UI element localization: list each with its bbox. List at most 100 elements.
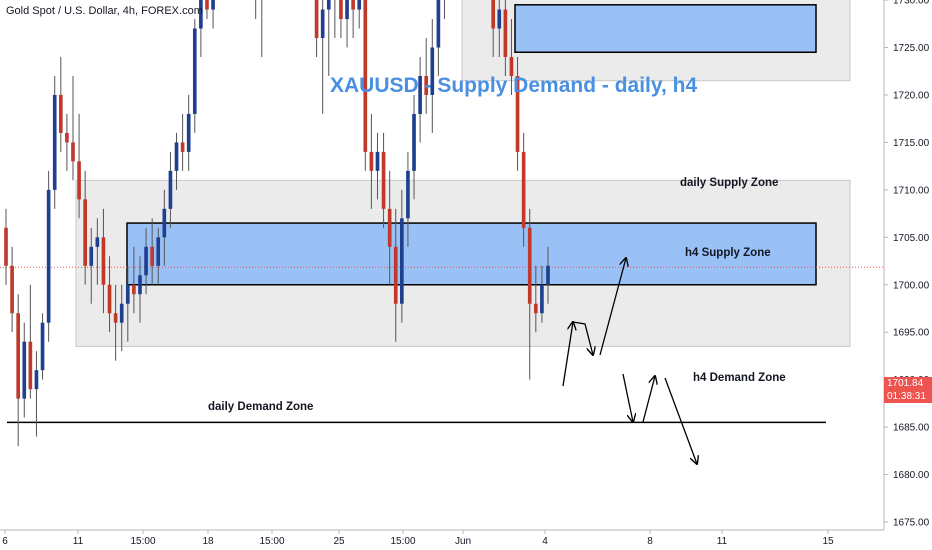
- candle-body: [381, 151, 386, 209]
- time-tick-label: 15:00: [130, 536, 155, 547]
- candle: [40, 313, 45, 380]
- candle-body: [16, 313, 21, 399]
- candle-body: [22, 341, 27, 399]
- pullback-arrow: [572, 321, 593, 355]
- time-tick-label: 6: [2, 536, 8, 547]
- candle: [199, 0, 203, 57]
- candle-body: [406, 170, 410, 219]
- arrows-layer: [562, 258, 697, 464]
- candle-body: [533, 303, 538, 314]
- price-tick-label: 1730.00: [893, 0, 930, 7]
- candle: [533, 265, 538, 333]
- candle-body: [424, 75, 429, 95]
- candle-body: [28, 341, 33, 390]
- candle: [521, 132, 526, 247]
- candle-body: [339, 0, 343, 20]
- daily-demand-zone-label: daily Demand Zone: [208, 401, 314, 413]
- price-tick-label: 1705.00: [893, 233, 930, 244]
- time-tick-label: 11: [73, 536, 84, 547]
- candle: [89, 227, 94, 304]
- candle-body: [509, 56, 514, 76]
- candle-body: [83, 199, 87, 266]
- candle-body: [150, 246, 154, 266]
- candle: [211, 0, 215, 29]
- bullish-arrow-1: [562, 322, 573, 387]
- bearish-arrow-2: [664, 377, 697, 464]
- price-tick-label: 1680.00: [893, 470, 930, 481]
- candle-body: [101, 237, 106, 285]
- candle-body: [138, 275, 142, 295]
- candle-body: [393, 246, 398, 304]
- candle: [430, 19, 435, 133]
- candle: [418, 56, 422, 143]
- candle: [261, 0, 263, 57]
- candle-body: [132, 284, 136, 295]
- candle-body: [119, 303, 124, 323]
- candle: [150, 218, 154, 285]
- candle-body: [192, 28, 197, 114]
- candle: [320, 0, 325, 114]
- bar-countdown-tag: 01:38:31: [884, 390, 932, 403]
- candle: [497, 0, 502, 57]
- zones-layer: [75, 0, 851, 347]
- candle-body: [387, 208, 392, 247]
- candles-layer: [4, 0, 550, 447]
- candle-body: [369, 151, 374, 171]
- candle-body: [144, 246, 148, 276]
- candle: [132, 246, 136, 314]
- candle-body: [77, 161, 81, 200]
- candle: [162, 189, 167, 266]
- candle: [138, 256, 142, 323]
- candle-body: [503, 9, 508, 57]
- candle: [334, 0, 336, 39]
- candle: [509, 19, 514, 95]
- candle: [144, 227, 148, 295]
- candle-body: [4, 227, 8, 266]
- candle-body: [125, 284, 130, 304]
- candle-body: [497, 9, 502, 29]
- candle-body: [180, 142, 185, 152]
- candle-body: [186, 113, 191, 152]
- candle-body: [65, 132, 69, 143]
- candle: [363, 0, 368, 171]
- candle-body: [168, 170, 173, 209]
- candle-body: [351, 0, 355, 10]
- price-tick-label: 1725.00: [893, 43, 930, 54]
- candle-body: [491, 0, 496, 29]
- candle: [436, 0, 441, 76]
- symbol-label: Gold Spot / U.S. Dollar, 4h, FOREX.com: [6, 5, 203, 17]
- candle: [503, 0, 508, 76]
- candle: [406, 151, 410, 247]
- candle: [527, 208, 532, 380]
- price-tick-label: 1695.00: [893, 328, 930, 339]
- candle: [119, 284, 124, 352]
- time-tick-label: 15:00: [390, 536, 415, 547]
- candle-body: [540, 284, 544, 314]
- candle-body: [400, 218, 404, 304]
- candle: [339, 0, 343, 39]
- candle-body: [40, 322, 45, 371]
- candle: [357, 0, 362, 29]
- time-tick-label: 15: [822, 536, 834, 547]
- candle-body: [107, 284, 112, 314]
- candle: [10, 246, 14, 333]
- candle: [58, 56, 63, 152]
- candle: [16, 294, 21, 447]
- candle: [107, 256, 112, 333]
- candle: [381, 132, 386, 228]
- price-tick-label: 1675.00: [893, 518, 930, 529]
- candle-body: [320, 9, 325, 39]
- candle: [351, 0, 355, 39]
- candle-body: [156, 237, 161, 266]
- time-tick-label: Jun: [455, 536, 471, 547]
- candle-body: [363, 0, 368, 152]
- h4-supply-zone-label: h4 Supply Zone: [685, 247, 771, 259]
- candle-body: [211, 0, 215, 10]
- candle-body: [436, 0, 441, 48]
- candle: [326, 0, 331, 76]
- candle-body: [89, 246, 94, 266]
- candle: [400, 189, 404, 323]
- h4-supply-zone: [514, 4, 817, 53]
- candle: [186, 94, 191, 171]
